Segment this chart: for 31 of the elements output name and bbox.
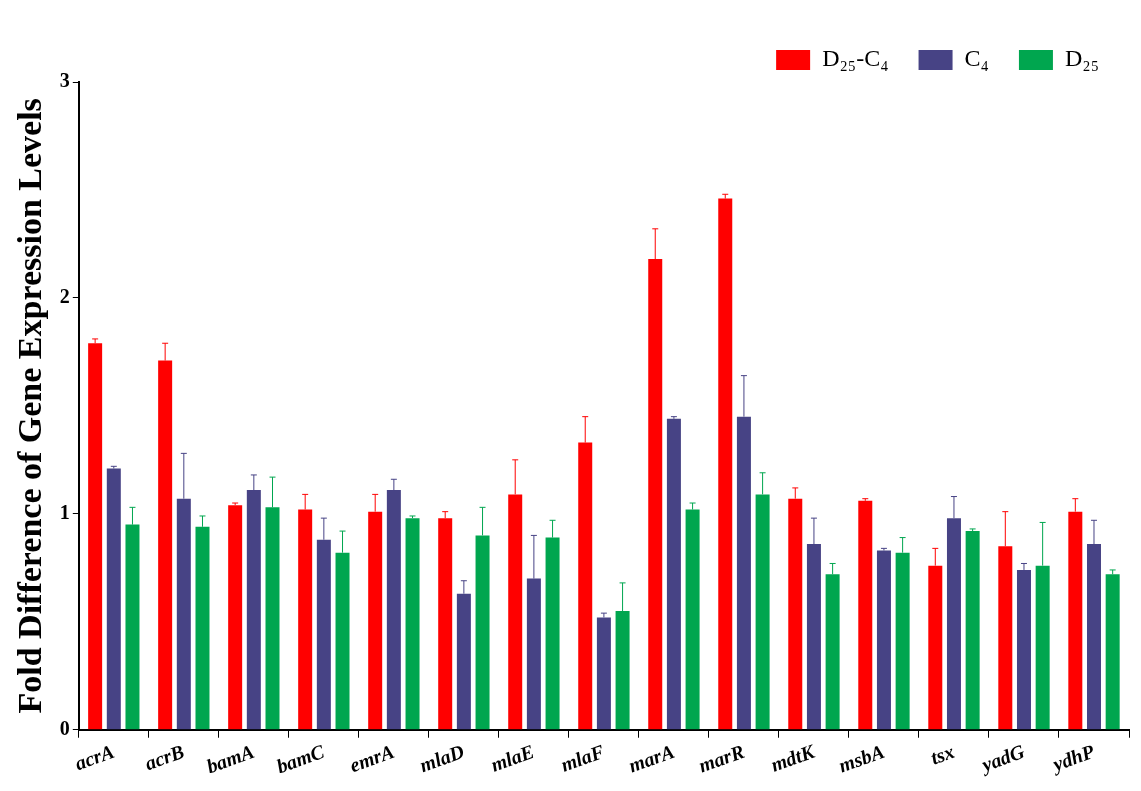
bar (718, 198, 733, 730)
bar (858, 500, 873, 730)
x-tick-label: mlaE (487, 739, 538, 776)
y-axis-title: Fold Difference of Gene Expression Levels (11, 98, 49, 714)
x-tick-label: mdtK (767, 739, 819, 776)
y-tick-label: 0 (59, 716, 70, 739)
bar (106, 468, 121, 730)
y-tick-label: 3 (59, 69, 70, 92)
x-tick-label: emrA (346, 739, 397, 777)
bar (405, 518, 420, 730)
bar (228, 505, 243, 730)
x-tick-label: ydhP (1048, 739, 1099, 777)
bar (666, 418, 681, 730)
legend-label: D₂₅ (1064, 45, 1100, 72)
x-tick-label: marA (625, 739, 678, 777)
x-tick-label: yadG (977, 739, 1028, 778)
x-tick-label: mlaD (416, 739, 468, 777)
y-tick-label: 2 (59, 285, 70, 308)
x-tick-label: msbA (835, 739, 888, 777)
bar (876, 550, 891, 730)
x-tick-label: bamC (273, 739, 328, 778)
y-tick-label: 1 (59, 500, 70, 523)
legend-label: D₂₅-C₄ (822, 45, 889, 72)
x-tick-label: tsx (927, 739, 958, 769)
x-tick-label: marR (695, 739, 748, 777)
bar (965, 531, 980, 730)
x-tick-label: acrB (141, 739, 187, 775)
legend-label: C₄ (964, 45, 989, 72)
x-tick-label: bamA (203, 739, 257, 778)
x-tick-label: mlaF (557, 739, 608, 776)
x-tick-label: acrA (71, 739, 117, 775)
